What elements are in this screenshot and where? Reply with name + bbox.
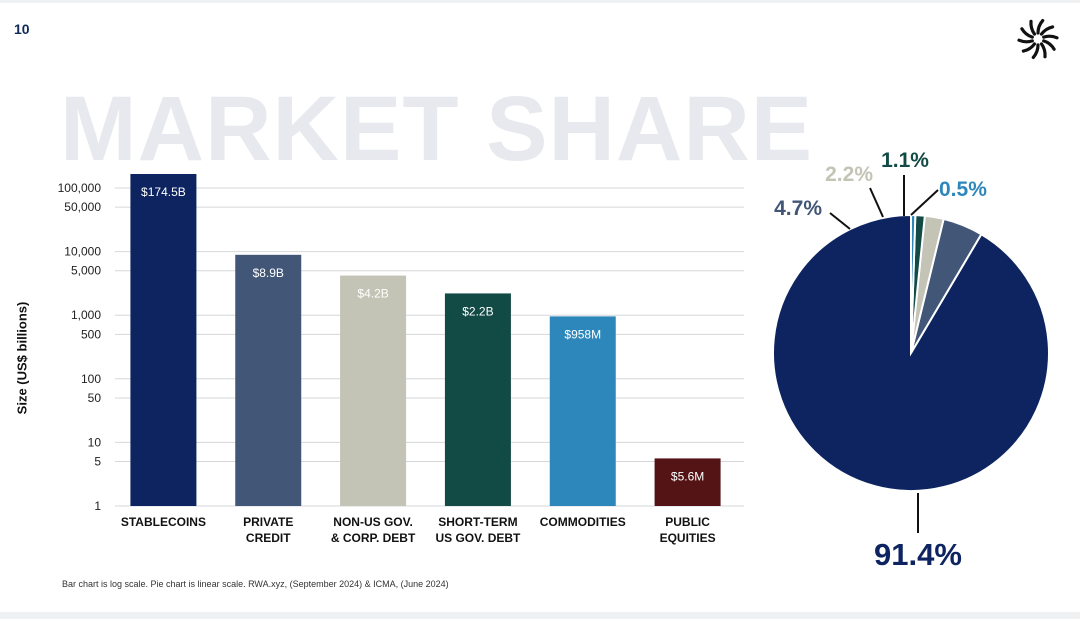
footnote: Bar chart is log scale. Pie chart is lin… (62, 579, 449, 589)
bar-value-label: $174.5B (141, 185, 186, 199)
pie-leader-lines (829, 175, 939, 533)
bar-value-label: $8.9B (253, 266, 284, 280)
logo-ray (1039, 42, 1047, 59)
y-tick-label: 5 (94, 455, 101, 469)
logo-ray (1021, 42, 1037, 53)
y-tick-label: 500 (81, 327, 101, 341)
y-tick-label: 100,000 (58, 181, 102, 195)
starburst-logo-icon (1017, 19, 1059, 59)
leader-line (869, 187, 884, 218)
y-tick-label: 1,000 (71, 308, 101, 322)
leader-line (910, 189, 939, 216)
category-label: PUBLIC (665, 515, 710, 529)
y-axis-ticks: 1 5 10 50 100 500 1,000 5,000 10,000 50,000 100,00… (58, 181, 102, 513)
logo-ray (1036, 19, 1045, 35)
pie-percent-label: 91.4% (874, 537, 962, 572)
category-label: US GOV. DEBT (435, 531, 521, 545)
pie-labels: 91.4% 4.7%2.2% 1.1% 0.5% (774, 149, 987, 572)
bar (549, 316, 616, 506)
bar-value-label: $4.2B (357, 287, 388, 301)
gridlines (115, 187, 744, 507)
y-tick-label: 5,000 (71, 264, 101, 278)
pie-percent-label: 2.2% (825, 163, 873, 186)
bar (654, 458, 721, 506)
category-label: CREDIT (246, 531, 291, 545)
leader-line (829, 212, 851, 230)
pie-percent-label: 1.1% (881, 149, 929, 172)
category-label: SHORT-TERM (438, 515, 517, 529)
slide: 10 MARKET SHARE Size (US$ billions) 1 5 10… (0, 3, 1080, 612)
bar-value-label: $2.2B (462, 304, 493, 318)
y-tick-label: 1 (94, 499, 101, 513)
watermark-title: MARKET SHARE (60, 78, 814, 180)
bar (130, 174, 197, 506)
bar-value-label: $5.6M (671, 469, 704, 483)
bar (444, 293, 511, 506)
logo-ray (1042, 34, 1059, 40)
category-label: NON-US GOV. (333, 515, 413, 529)
bar-chart: 1 5 10 50 100 500 1,000 5,000 10,000 50,000 100,00… (58, 174, 744, 545)
y-tick-label: 50 (88, 391, 102, 405)
pie-percent-label: 4.7% (774, 197, 822, 220)
y-tick-label: 10 (88, 435, 102, 449)
category-label: & CORP. DEBT (331, 531, 416, 545)
bar-value-label: $958M (564, 327, 601, 341)
category-label: EQUITIES (660, 531, 716, 545)
y-tick-label: 50,000 (64, 200, 101, 214)
logo-ray (1039, 25, 1055, 36)
logo-ray (1042, 39, 1056, 51)
category-label: COMMODITIES (540, 515, 626, 529)
pie-percent-label: 0.5% (939, 178, 987, 201)
y-tick-label: 10,000 (64, 245, 101, 259)
category-label: PRIVATE (243, 515, 293, 529)
bar (235, 254, 302, 506)
logo-ray (1031, 43, 1040, 59)
logo-ray (1029, 19, 1037, 36)
y-tick-label: 100 (81, 372, 101, 386)
logo-ray (1020, 27, 1034, 39)
pie-chart: 91.4% 4.7%2.2% 1.1% 0.5% (772, 149, 1050, 572)
bars: $174.5B $8.9B $4.2B $2.2B $958M $5.6M (130, 174, 721, 506)
logo-ray (1017, 38, 1034, 44)
pie-slices (772, 213, 1050, 492)
category-label: STABLECOINS (121, 515, 206, 529)
bar (340, 275, 407, 506)
category-labels: STABLECOINS PRIVATE CREDIT NON-US GOV. & COR… (121, 515, 716, 545)
page-number: 10 (14, 21, 30, 37)
